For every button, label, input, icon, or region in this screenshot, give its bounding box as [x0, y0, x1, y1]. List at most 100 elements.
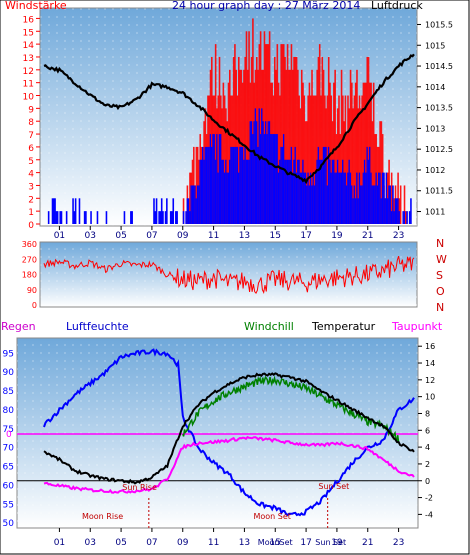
wind-bar: [255, 121, 258, 224]
gust-bar: [311, 69, 313, 225]
gust-bar: [277, 82, 280, 225]
wind-bar: [199, 159, 202, 224]
wind-bar: [208, 146, 211, 224]
wind-bar: [403, 211, 406, 224]
wind-bar: [302, 159, 304, 224]
wind-bar: [74, 198, 77, 224]
page-title: 24 hour graph day : 27 März 2014: [172, 0, 360, 12]
wind-bar: [241, 146, 244, 224]
humidity-axis-tick-label: 90: [3, 368, 15, 378]
humidity-axis-tick-label: 80: [3, 406, 15, 416]
wind-bar: [213, 134, 216, 224]
wind-bar: [249, 121, 252, 224]
wind-bar: [221, 159, 223, 224]
hour-tick-label-lower: 19: [331, 538, 343, 548]
wind-axis-tick-label: 14: [23, 41, 35, 51]
gust-bar: [405, 211, 407, 224]
humidity-axis-tick-label: 60: [3, 481, 15, 491]
wind-bar: [56, 211, 59, 224]
gust-bar: [321, 56, 324, 224]
gust-bar: [263, 31, 266, 224]
wind-bar: [387, 198, 389, 224]
gust-bar: [351, 82, 353, 225]
gust-bar: [327, 56, 330, 224]
wind-bar: [232, 146, 235, 224]
hour-tick-label: 17: [300, 231, 311, 241]
wind-bar: [123, 211, 126, 224]
wind-bar: [226, 172, 229, 224]
gust-bar: [345, 134, 348, 224]
humidity-axis-tick-label: 55: [3, 500, 14, 510]
direction-letter-n-top: N: [436, 237, 444, 250]
gust-bar: [227, 82, 230, 225]
pressure-label: Luftdruck: [371, 0, 423, 12]
wind-bar: [339, 172, 342, 224]
wind-bar: [176, 211, 178, 224]
wind-bar: [334, 172, 336, 224]
wind-bar: [198, 185, 200, 224]
gust-bar: [317, 56, 320, 224]
wind-bar: [182, 211, 185, 224]
wind-bar: [398, 211, 401, 224]
wind-bar: [193, 185, 195, 224]
gust-bar: [352, 108, 354, 224]
wind-bar: [240, 146, 243, 224]
pressure-axis-tick-label: 1015: [425, 41, 445, 50]
gust-bar: [222, 82, 225, 225]
wind-bar: [271, 134, 273, 224]
wind-bar: [318, 159, 321, 224]
hour-tick-label-lower: 15: [270, 538, 281, 548]
wind-bar: [85, 211, 87, 224]
wind-bar: [218, 134, 221, 224]
gust-bar: [315, 95, 317, 224]
wind-bar: [73, 211, 76, 224]
gust-bar: [211, 56, 213, 224]
temperature-axis-tick-label: 12: [425, 376, 435, 385]
gust-bar: [344, 95, 347, 224]
wind-bar: [349, 172, 352, 224]
wind-bar: [306, 185, 308, 224]
wind-bar: [158, 211, 160, 224]
gust-bar: [357, 108, 360, 224]
gust-bar: [303, 95, 306, 224]
wind-bar: [378, 172, 380, 224]
wind-bar: [268, 121, 271, 224]
moon-rise-label: Moon Rise: [82, 512, 123, 521]
pressure-axis-tick-label: 1012.5: [425, 145, 453, 154]
wind-bar: [327, 146, 330, 224]
wind-bar: [286, 159, 289, 224]
gust-bar: [308, 82, 311, 225]
wind-bar: [290, 146, 293, 224]
gust-bar: [285, 69, 288, 225]
wind-bar: [191, 185, 194, 224]
direction-letter-n-bottom: N: [436, 301, 444, 314]
hour-tick-label-lower: 09: [177, 538, 189, 548]
wind-bar: [54, 198, 56, 224]
wind-bar: [252, 134, 254, 224]
wind-bar: [300, 172, 303, 224]
wind-axis-tick-label: 15: [23, 28, 34, 38]
wind-bar: [185, 211, 187, 224]
humidity-axis-tick-label: 75: [3, 425, 14, 435]
wind-bar: [383, 172, 385, 224]
pressure-line: [43, 53, 415, 185]
wind-bar: [352, 198, 354, 224]
wind-bar: [289, 159, 291, 224]
gust-bar: [312, 95, 315, 224]
gust-bar: [280, 44, 282, 224]
wind-bar: [72, 198, 74, 224]
gust-bar: [189, 172, 191, 224]
wind-bar: [389, 185, 392, 224]
wind-bar: [354, 198, 357, 224]
wind-bar: [315, 172, 317, 224]
wind-bar: [222, 159, 225, 224]
wind-bar: [257, 146, 259, 224]
wind-bar: [284, 159, 286, 224]
pressure-axis-tick-label: 1011.5: [425, 187, 453, 196]
wind-bar: [272, 134, 275, 224]
wind-bar: [279, 159, 281, 224]
wind-bar: [281, 146, 284, 224]
wind-bar: [321, 159, 324, 224]
gust-bar: [309, 95, 312, 224]
gust-bar: [338, 95, 340, 224]
